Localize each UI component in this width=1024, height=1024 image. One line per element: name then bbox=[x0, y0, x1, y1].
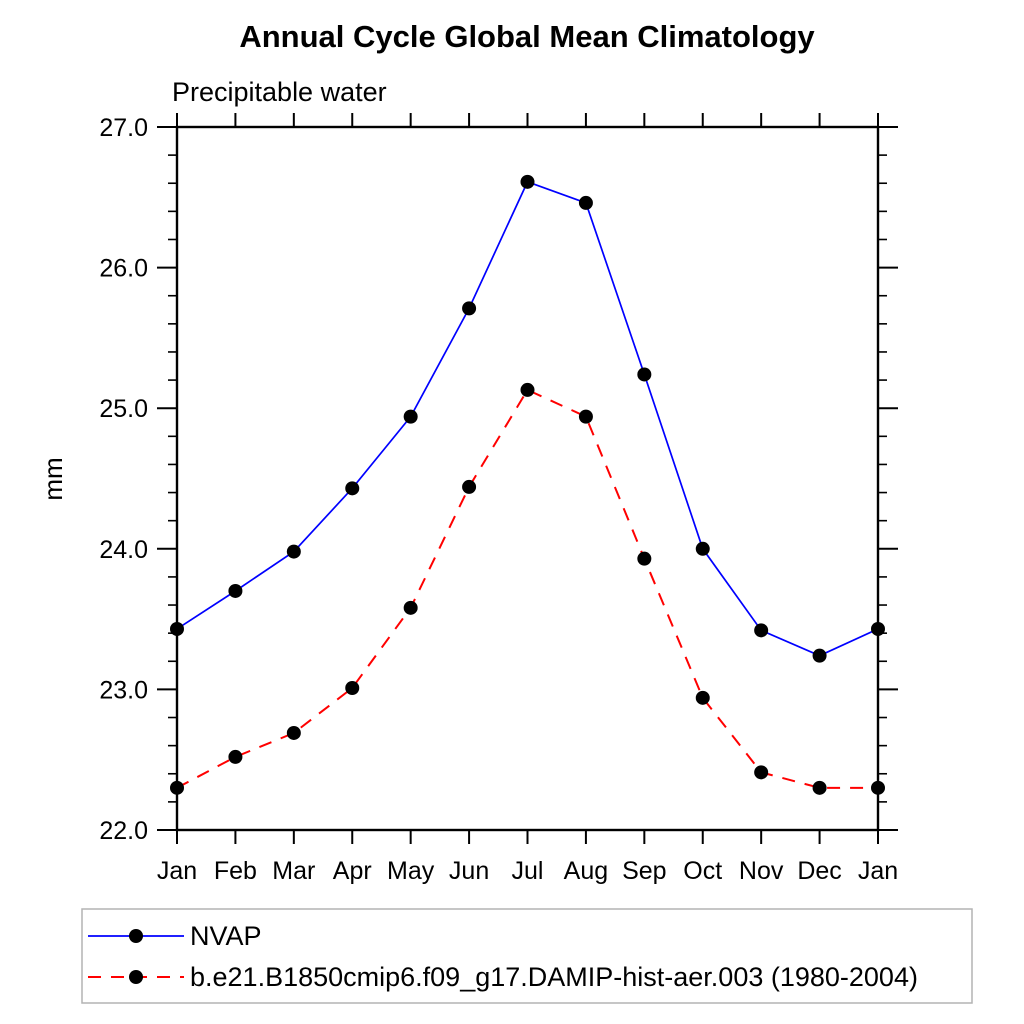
y-axis-label: mm bbox=[38, 457, 68, 500]
x-tick-label: Jun bbox=[449, 857, 489, 885]
x-tick-label: Mar bbox=[272, 857, 315, 885]
y-tick-label: 23.0 bbox=[99, 676, 148, 704]
data-point-marker bbox=[754, 765, 769, 780]
x-tick-label: Feb bbox=[214, 857, 257, 885]
data-point-marker bbox=[520, 382, 535, 397]
x-tick-label: Jul bbox=[512, 857, 544, 885]
x-tick-label: Apr bbox=[333, 857, 372, 885]
x-tick-label: May bbox=[387, 857, 435, 885]
data-point-marker bbox=[170, 621, 184, 636]
data-point-marker bbox=[462, 479, 477, 494]
y-tick-label: 22.0 bbox=[99, 817, 148, 845]
legend-label: NVAP bbox=[190, 921, 262, 951]
data-point-marker bbox=[286, 725, 301, 740]
x-tick-label: Dec bbox=[797, 857, 841, 885]
data-point-marker bbox=[578, 409, 593, 424]
data-point-marker bbox=[345, 680, 360, 695]
data-point-marker bbox=[462, 301, 477, 316]
y-tick-label: 27.0 bbox=[99, 114, 148, 142]
y-tick-label: 26.0 bbox=[99, 255, 148, 283]
x-tick-label: Jan bbox=[858, 857, 898, 885]
data-point-marker bbox=[520, 174, 535, 189]
data-point-marker bbox=[695, 541, 710, 556]
data-point-marker bbox=[637, 367, 652, 382]
legend: NVAP b.e21.B1850cmip6.f09_g17.DAMIP-hist-… bbox=[81, 908, 973, 1004]
legend-marker bbox=[129, 970, 143, 984]
data-point-marker bbox=[228, 583, 243, 598]
legend-box bbox=[81, 908, 973, 1004]
data-point-marker bbox=[754, 623, 769, 638]
x-tick-label: Nov bbox=[739, 857, 784, 885]
y-tick-label: 24.0 bbox=[99, 536, 148, 564]
data-point-marker bbox=[871, 621, 885, 636]
x-tick-label: Sep bbox=[622, 857, 666, 885]
chart-title: Annual Cycle Global Mean Climatology bbox=[239, 19, 815, 54]
legend-label: b.e21.B1850cmip6.f09_g17.DAMIP-hist-aer.… bbox=[190, 962, 918, 992]
chart-subtitle: Precipitable water bbox=[172, 77, 387, 107]
data-point-marker bbox=[695, 690, 710, 705]
legend-entry: b.e21.B1850cmip6.f09_g17.DAMIP-hist-aer.… bbox=[88, 962, 918, 992]
data-point-marker bbox=[170, 780, 184, 795]
legend-entry: NVAP bbox=[88, 921, 262, 951]
plot-area bbox=[170, 174, 885, 795]
data-point-marker bbox=[403, 600, 418, 615]
data-point-marker bbox=[228, 749, 243, 764]
data-point-marker bbox=[812, 648, 827, 663]
y-tick-label: 25.0 bbox=[99, 395, 148, 423]
data-point-marker bbox=[286, 544, 301, 559]
x-tick-label: Oct bbox=[683, 857, 722, 885]
data-point-marker bbox=[871, 780, 885, 795]
plot-frame bbox=[175, 125, 880, 832]
data-point-marker bbox=[812, 780, 827, 795]
data-point-marker bbox=[578, 195, 593, 210]
data-point-marker bbox=[403, 409, 418, 424]
legend-marker bbox=[129, 929, 143, 943]
x-tick-label: Jan bbox=[157, 857, 197, 885]
x-tick-label: Aug bbox=[564, 857, 608, 885]
data-point-marker bbox=[637, 551, 652, 566]
series-line bbox=[176, 388, 878, 789]
data-point-marker bbox=[345, 481, 360, 496]
series-line bbox=[176, 180, 879, 657]
plot-axes: Jan Feb Mar Apr May Jun Jul Aug Sep Oct Nov Dec Jan 2… bbox=[99, 113, 898, 885]
